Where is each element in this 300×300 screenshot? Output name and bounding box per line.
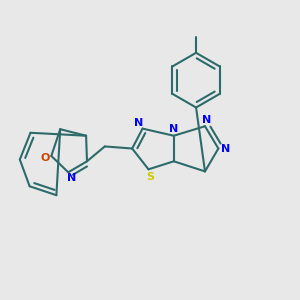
Text: N: N <box>169 124 178 134</box>
Text: O: O <box>40 153 50 163</box>
Text: N: N <box>221 143 230 154</box>
Text: N: N <box>67 173 76 183</box>
Text: N: N <box>134 118 144 128</box>
Text: N: N <box>202 115 211 125</box>
Text: S: S <box>146 172 154 182</box>
